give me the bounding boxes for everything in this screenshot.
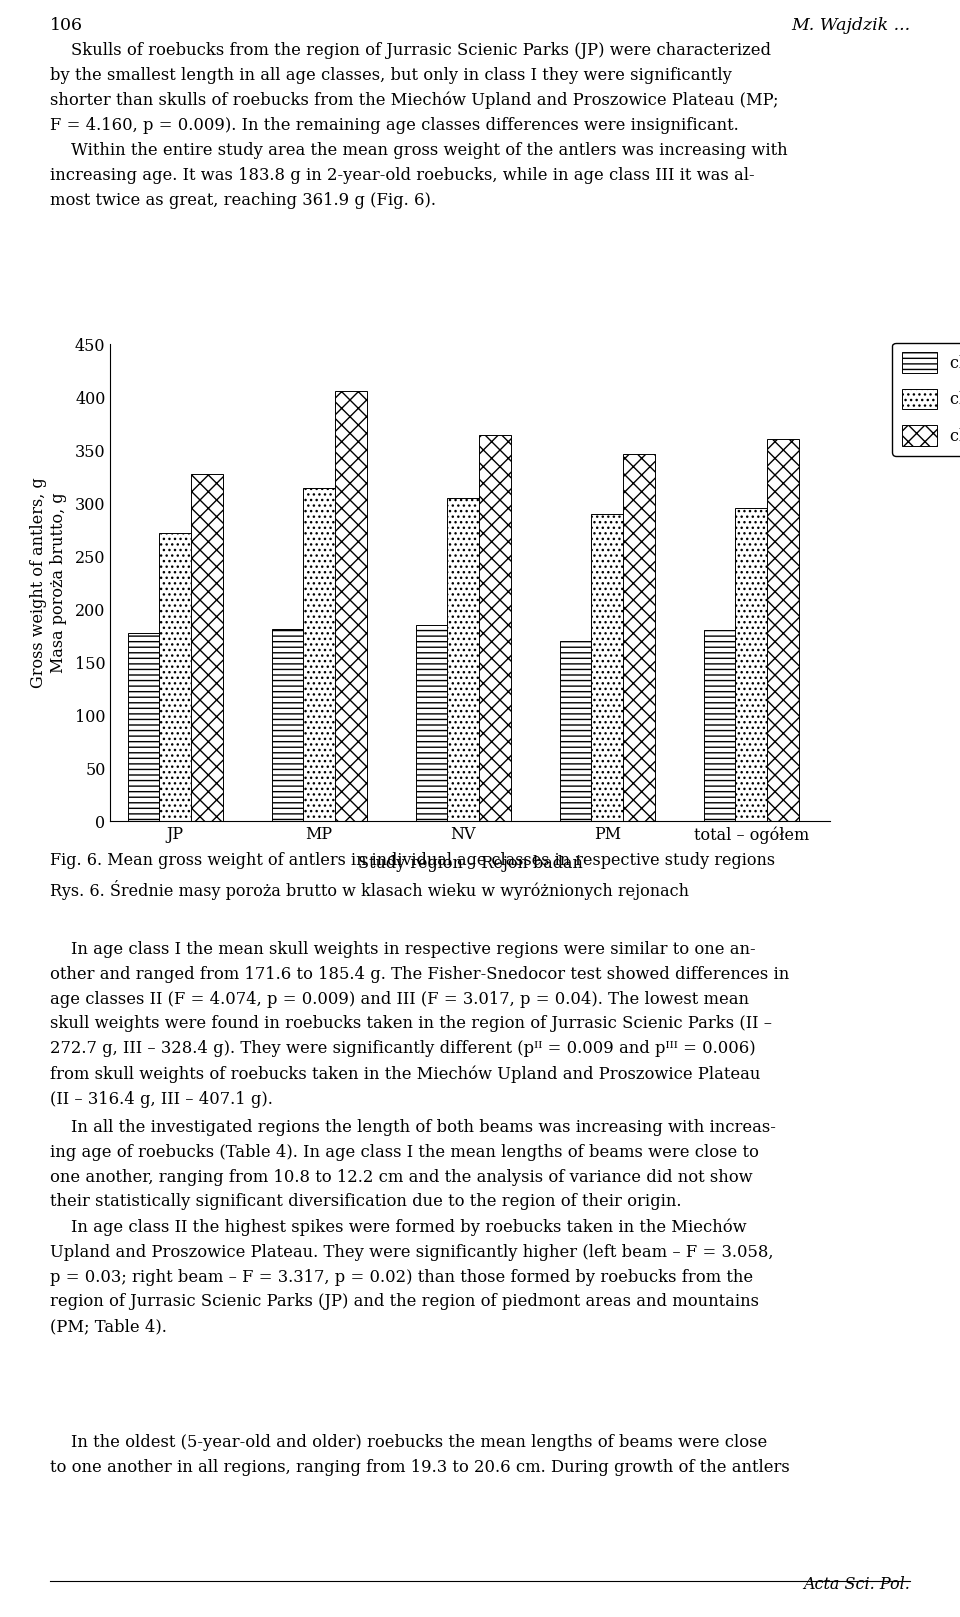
Bar bbox=[704, 629, 735, 821]
X-axis label: Study region – Rejon badań: Study region – Rejon badań bbox=[358, 855, 583, 872]
Bar bbox=[479, 435, 511, 821]
Bar bbox=[623, 454, 655, 821]
Text: In age class I the mean skull weights in respective regions were similar to one : In age class I the mean skull weights in… bbox=[50, 941, 789, 1108]
Text: Fig. 6. Mean gross weight of antlers in individual age classes in respective stu: Fig. 6. Mean gross weight of antlers in … bbox=[50, 852, 775, 870]
Text: Skulls of roebucks from the region of Jurrasic Scienic Parks (JP) were character: Skulls of roebucks from the region of Ju… bbox=[50, 42, 787, 209]
Bar bbox=[335, 391, 367, 821]
Bar bbox=[272, 629, 303, 821]
Text: In all the investigated regions the length of both beams was increasing with inc: In all the investigated regions the leng… bbox=[50, 1119, 776, 1336]
Y-axis label: Gross weight of antlers, g
Masa poroża brutto, g: Gross weight of antlers, g Masa poroża b… bbox=[30, 477, 66, 689]
Text: M. Wajdzik ...: M. Wajdzik ... bbox=[791, 16, 910, 34]
Bar bbox=[447, 498, 479, 821]
Text: Acta Sci. Pol.: Acta Sci. Pol. bbox=[804, 1575, 910, 1593]
Bar bbox=[735, 508, 767, 821]
Legend: class I, class II, class III: class I, class II, class III bbox=[893, 343, 960, 456]
Bar bbox=[591, 514, 623, 821]
Text: Rys. 6. Średnie masy poroża brutto w klasach wieku w wyróżnionych rejonach: Rys. 6. Średnie masy poroża brutto w kla… bbox=[50, 880, 689, 899]
Text: In the oldest (5-year-old and older) roebucks the mean lengths of beams were clo: In the oldest (5-year-old and older) roe… bbox=[50, 1434, 790, 1476]
Bar bbox=[416, 626, 447, 821]
Bar bbox=[303, 488, 335, 821]
Bar bbox=[191, 474, 223, 821]
Bar bbox=[159, 534, 191, 821]
Text: 106: 106 bbox=[50, 16, 83, 34]
Bar bbox=[767, 438, 799, 821]
Bar bbox=[560, 642, 591, 821]
Bar bbox=[128, 632, 159, 821]
